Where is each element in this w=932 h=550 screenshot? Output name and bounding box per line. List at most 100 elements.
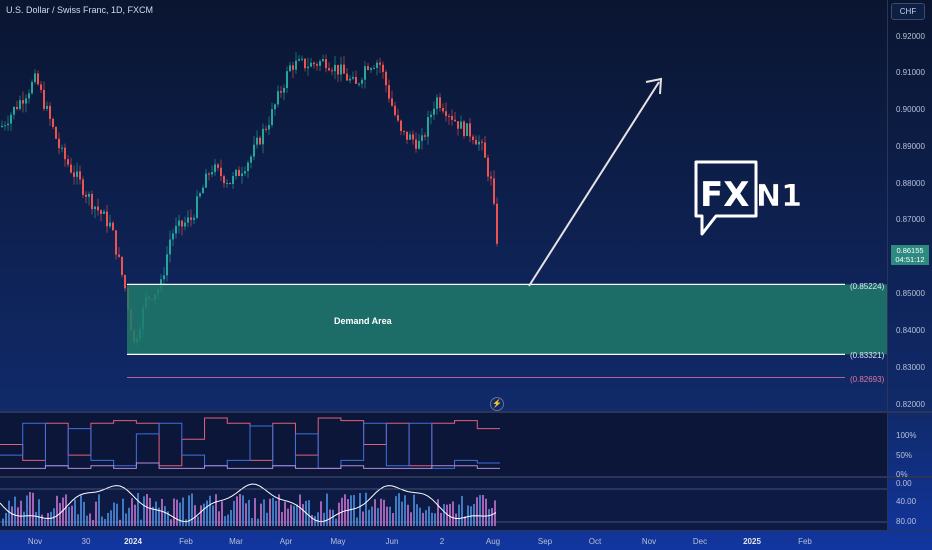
candle-body [295, 60, 297, 70]
indicator2-bar [443, 504, 445, 526]
time-axis-label: 2024 [124, 537, 142, 546]
indicator1-pane[interactable] [0, 413, 887, 476]
indicator2-bar [275, 500, 277, 526]
indicator2-bar [110, 510, 112, 526]
pane-separator[interactable] [0, 411, 932, 413]
indicator2-bar [311, 514, 313, 526]
candle-body [484, 142, 486, 158]
indicator2-bar [194, 505, 196, 526]
pane-separator[interactable] [0, 476, 932, 478]
indicator2-bar [242, 495, 244, 526]
indicator2-bar [302, 504, 304, 526]
time-axis-label: Jun [386, 537, 399, 546]
candle-body [343, 64, 345, 74]
indicator2-bar [35, 511, 37, 526]
indicator2-axis-label: 40.00 [896, 497, 917, 506]
projection-arrow-line[interactable] [528, 81, 660, 287]
indicator2-bar [371, 506, 373, 526]
indicator2-bar [116, 503, 118, 526]
indicator2-bar [254, 498, 256, 526]
logo-n1-text: N1 [756, 179, 802, 214]
indicator2-bar [143, 496, 145, 526]
indicator2-bar [68, 506, 70, 526]
candle-body [496, 203, 498, 244]
candle-body [394, 105, 396, 116]
candle-body [217, 164, 219, 168]
currency-button[interactable]: CHF [891, 3, 925, 20]
time-axis-separator [0, 530, 932, 531]
candle-body [355, 76, 357, 84]
indicator2-bar [167, 511, 169, 526]
indicator2-bar [260, 503, 262, 526]
time-axis-label: 2025 [743, 537, 761, 546]
candle-body [214, 164, 216, 173]
time-axis-label: Apr [280, 537, 293, 546]
indicator2-bar [395, 496, 397, 526]
indicator2-bar [80, 495, 82, 526]
indicator2-bar [41, 514, 43, 526]
candle-body [367, 66, 369, 70]
indicator2-bar [293, 505, 295, 526]
indicator2-bar [101, 516, 103, 526]
symbol-title[interactable]: U.S. Dollar / Swiss Franc, 1D, FXCM [6, 5, 154, 15]
candle-body [193, 217, 195, 220]
price-axis-separator [887, 0, 888, 530]
time-axis-label: Nov [28, 537, 42, 546]
candle-body [16, 106, 18, 110]
indicator2-bar [14, 496, 16, 526]
candle-body [445, 111, 447, 116]
indicator2-bar [113, 502, 115, 526]
indicator2-bar [359, 493, 361, 526]
candle-body [319, 61, 321, 66]
indicator2-bar [374, 499, 376, 526]
indicator2-bar [461, 495, 463, 526]
candle-body [244, 171, 246, 174]
candle-body [181, 220, 183, 227]
indicator2-bar [257, 518, 259, 526]
indicator2-bar [74, 499, 76, 526]
price-axis-label: 0.83000 [896, 363, 925, 372]
indicator2-bar [173, 498, 175, 526]
indicator2-bar [92, 519, 94, 526]
candle-body [37, 73, 39, 85]
indicator2-bar [308, 500, 310, 526]
lightning-icon[interactable]: ⚡ [490, 397, 504, 411]
candle-body [418, 140, 420, 149]
indicator2-bar [11, 506, 13, 526]
candle-body [340, 64, 342, 75]
candle-body [76, 171, 78, 177]
demand-zone-group [127, 283, 887, 378]
indicator2-bar [488, 509, 490, 526]
candle-body [4, 125, 6, 127]
indicator2-bar [137, 493, 139, 526]
price-axis-label: 0.87000 [896, 215, 925, 224]
candle-body [94, 206, 96, 210]
candle-body [265, 128, 267, 130]
candle-body [490, 176, 492, 179]
price-axis-label: 0.90000 [896, 105, 925, 114]
price-axis-label: 0.82000 [896, 400, 925, 409]
candle-body [370, 68, 372, 70]
indicator2-bar [140, 519, 142, 526]
indicator2-bar [482, 494, 484, 526]
indicator2-bar [182, 497, 184, 526]
candle-body [106, 211, 108, 227]
candle-body [1, 125, 3, 127]
indicator1-axis-label: 100% [896, 431, 916, 440]
candle-body [259, 137, 261, 145]
indicator2-bar [281, 511, 283, 526]
indicator2-bar [89, 513, 91, 526]
price-axis-label: 0.89000 [896, 142, 925, 151]
candle-body [196, 196, 198, 218]
indicator2-bar [452, 501, 454, 526]
indicator2-bar [95, 501, 97, 526]
candle-body [73, 172, 75, 177]
candle-body [313, 62, 315, 65]
candle-body [88, 193, 90, 197]
indicator2-bar [5, 512, 7, 526]
indicator2-bar [32, 492, 34, 526]
current-price: 0.86155 [896, 246, 924, 255]
candle-body [103, 211, 105, 214]
candle-body [454, 119, 456, 122]
